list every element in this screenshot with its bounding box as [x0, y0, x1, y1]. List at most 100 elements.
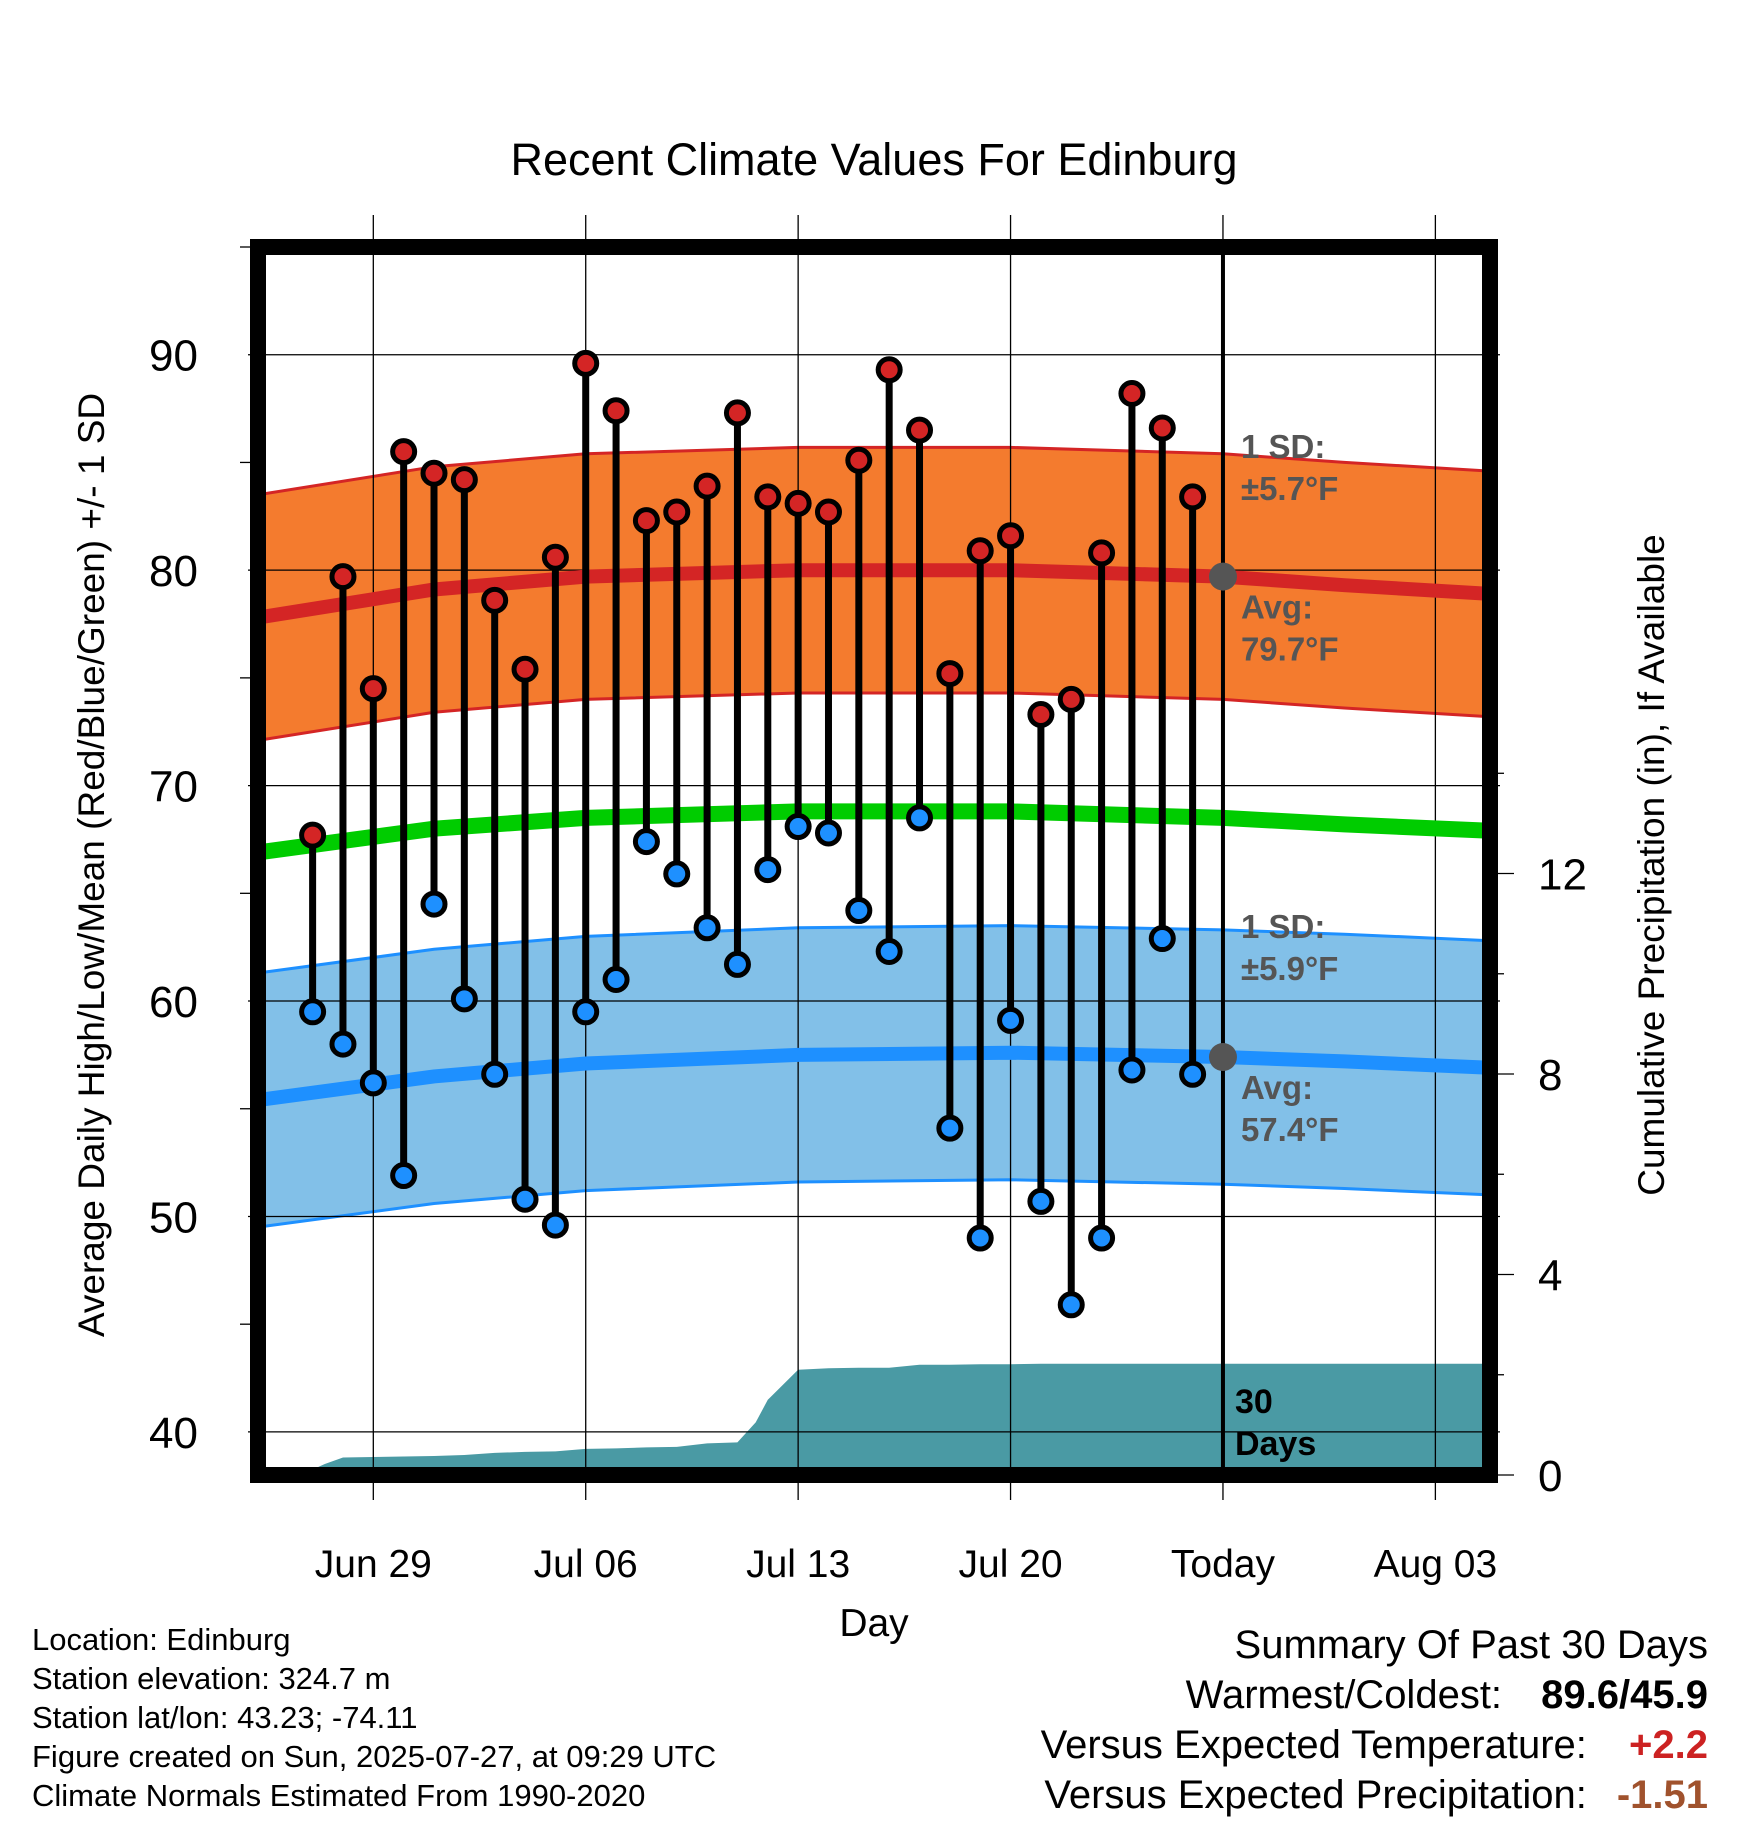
daily-high-point: [906, 416, 934, 444]
daily-low-point: [481, 1060, 509, 1088]
daily-high-point: [1118, 379, 1146, 407]
precip-window-unit: Days: [1235, 1425, 1316, 1463]
warm-cold-value: 89.6/45.9: [1541, 1673, 1708, 1717]
daily-low-point: [1057, 1291, 1085, 1319]
y2-tick-label: 0: [1538, 1452, 1562, 1501]
x-axis-label: Day: [839, 1602, 909, 1645]
daily-low-point: [1088, 1224, 1116, 1252]
y-tick-label: 60: [149, 978, 198, 1027]
x-tick-label: Jul 20: [959, 1543, 1063, 1586]
daily-high-point: [602, 397, 630, 425]
daily-high-point: [572, 349, 600, 377]
daily-high-point: [875, 356, 903, 384]
high-avg-value: 79.7°F: [1241, 631, 1339, 668]
low-sd-lower-edge: [258, 1178, 1490, 1229]
low-avg-label: Avg:: [1241, 1069, 1313, 1106]
daily-high-point: [1088, 539, 1116, 567]
daily-low-point: [541, 1211, 569, 1239]
daily-high-point: [754, 483, 782, 511]
daily-high-point: [329, 563, 357, 591]
y2-tick-label: 4: [1538, 1252, 1562, 1301]
low-avg-value: 57.4°F: [1241, 1111, 1339, 1148]
high-avg-marker: [1208, 562, 1237, 591]
daily-low-point: [572, 998, 600, 1026]
daily-low-point: [420, 890, 448, 918]
daily-low-point: [906, 804, 934, 832]
daily-low-point: [693, 914, 721, 942]
daily-high-point: [1057, 685, 1085, 713]
created-text: Figure created on Sun, 2025-07-27, at 09…: [32, 1739, 717, 1774]
precip-row: Versus Expected Precipitation: -1.51: [1041, 1770, 1708, 1820]
daily-low-point: [1118, 1056, 1146, 1084]
daily-high-point: [541, 543, 569, 571]
plot-frame: [250, 239, 1498, 1483]
y-tick-label: 40: [149, 1409, 198, 1458]
x-tick-label: Jun 29: [315, 1543, 432, 1586]
mean-normal-line: [258, 803, 1490, 861]
daily-low-point: [997, 1006, 1025, 1034]
daily-low-point: [329, 1030, 357, 1058]
daily-low-point: [814, 819, 842, 847]
daily-high-point: [511, 655, 539, 683]
daily-low-point: [1179, 1060, 1207, 1088]
x-tick-label: Aug 03: [1374, 1543, 1498, 1586]
daily-high-point: [1179, 483, 1207, 511]
daily-high-point: [723, 399, 751, 427]
normals-text: Climate Normals Estimated From 1990-2020: [32, 1778, 646, 1813]
daily-low-point: [723, 950, 751, 978]
precip-value: -1.51: [1616, 1773, 1708, 1817]
daily-high-point: [845, 446, 873, 474]
daily-low-point: [966, 1224, 994, 1252]
location-text: Location: Edinburg: [32, 1622, 291, 1657]
daily-low-point: [602, 965, 630, 993]
daily-high-point: [966, 537, 994, 565]
temp-row: Versus Expected Temperature: +2.2: [1041, 1720, 1708, 1770]
y2-tick-label: 8: [1538, 1051, 1562, 1100]
y-tick-label: 70: [149, 763, 198, 812]
daily-low-point: [784, 813, 812, 841]
y-tick-label: 90: [149, 332, 198, 381]
daily-high-point: [632, 507, 660, 535]
chart-title: Recent Climate Values For Edinburg: [510, 134, 1237, 185]
low-sd-label: 1 SD:: [1241, 908, 1325, 945]
y2-axis-label: Cumulative Precipitation (in), If Availa…: [1631, 534, 1672, 1196]
precip-window-number: 30: [1235, 1383, 1273, 1421]
daily-low-point: [390, 1162, 418, 1190]
high-sd-band: [258, 447, 1490, 741]
daily-low-point: [450, 985, 478, 1013]
daily-high-point: [1148, 414, 1176, 442]
precip-area: [300, 1363, 1490, 1475]
daily-high-point: [784, 489, 812, 517]
daily-low-point: [632, 828, 660, 856]
daily-high-point: [693, 472, 721, 500]
x-tick-label: Jul 06: [534, 1543, 638, 1586]
temp-label: Versus Expected Temperature:: [1040, 1723, 1587, 1767]
y-axis-label: Average Daily High/Low/Mean (Red/Blue/Gr…: [71, 393, 112, 1337]
plot-area: 1 SD: ±5.7°F Avg: 79.7°F 1 SD: ±5.9°F Avg: 57.4…: [149, 215, 1587, 1586]
daily-low-point: [299, 998, 327, 1026]
daily-high-point: [663, 498, 691, 526]
daily-high-point: [481, 586, 509, 614]
daily-low-point: [1027, 1187, 1055, 1215]
daily-high-point: [997, 522, 1025, 550]
x-tick-label: Today: [1171, 1543, 1276, 1586]
high-sd-lower-edge: [258, 691, 1490, 742]
y-tick-label: 80: [149, 547, 198, 596]
daily-low-point: [511, 1185, 539, 1213]
daily-high-point: [390, 438, 418, 466]
daily-low-point: [936, 1114, 964, 1142]
high-sd-upper-edge: [258, 445, 1490, 497]
daily-high-point: [299, 821, 327, 849]
y-tick-label: 50: [149, 1193, 198, 1242]
daily-low-point: [663, 860, 691, 888]
low-sd-value: ±5.9°F: [1241, 950, 1338, 987]
daily-high-point: [814, 498, 842, 526]
high-sd-label: 1 SD:: [1241, 428, 1325, 465]
daily-low-point: [875, 937, 903, 965]
summary-title: Summary Of Past 30 Days: [1234, 1623, 1708, 1667]
station-info: Location: Edinburg Station elevation: 32…: [32, 1620, 716, 1815]
daily-low-point: [359, 1069, 387, 1097]
elevation-text: Station elevation: 324.7 m: [32, 1661, 391, 1696]
high-sd-value: ±5.7°F: [1241, 470, 1338, 507]
